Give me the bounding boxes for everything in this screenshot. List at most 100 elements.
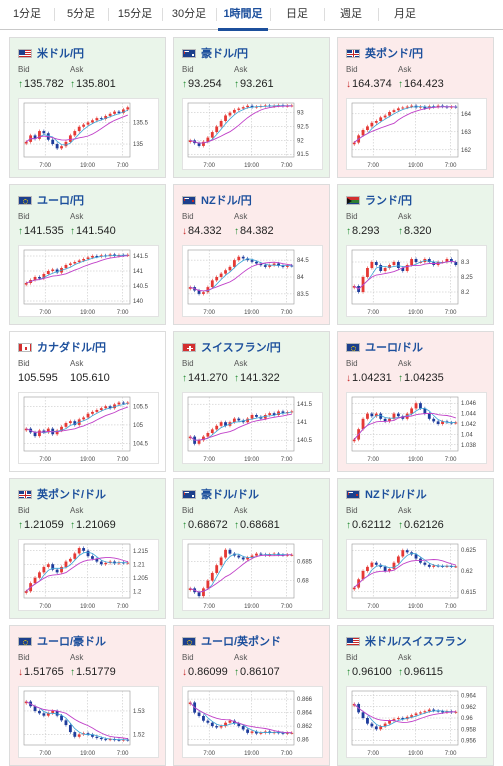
tab-timeframe-2[interactable]: 15分足 bbox=[108, 0, 162, 30]
bid-price: ↑0.68672 bbox=[182, 519, 228, 531]
candle-body bbox=[215, 126, 219, 133]
bid-value: 0.62112 bbox=[352, 519, 391, 531]
candle-body bbox=[95, 736, 99, 738]
pair-name-link[interactable]: 豪ドル/円 bbox=[201, 48, 249, 60]
pair-header: 米ドル/円 bbox=[18, 46, 84, 60]
pair-name-link[interactable]: ユーロ/円 bbox=[37, 195, 85, 207]
pair-name-link[interactable]: 米ドル/スイスフラン bbox=[365, 636, 467, 648]
mini-chart[interactable]: 0.964 0.962 0.96 0.958 0.956 7:00 19:00 7:00 bbox=[346, 686, 487, 758]
y-tick-label: 1.21 bbox=[133, 562, 145, 568]
tab-timeframe-3[interactable]: 30分足 bbox=[162, 0, 216, 30]
rate-card[interactable]: 英ポンド/ドル Bid Ask ↑1.21059 ↑1.21069 1.215 1.21 1.… bbox=[9, 478, 166, 619]
pair-name-link[interactable]: ユーロ/英ポンド bbox=[201, 636, 282, 648]
rate-card[interactable]: 豪ドル/ドル Bid Ask ↑0.68672 ↑0.68681 0.685 0.68 7:0… bbox=[173, 478, 330, 619]
x-tick-label: 7:00 bbox=[117, 604, 129, 610]
pair-name-link[interactable]: 豪ドル/ドル bbox=[201, 489, 260, 501]
y-tick-label: 163 bbox=[461, 130, 472, 136]
arrow-up-icon: ↑ bbox=[234, 226, 239, 237]
candle-body bbox=[215, 565, 219, 573]
candle-body bbox=[91, 120, 94, 123]
price-chart-svg: 93 92.5 92 91.5 7:00 19:00 7:00 bbox=[187, 102, 309, 169]
tab-timeframe-5[interactable]: 日足 bbox=[270, 0, 324, 30]
tab-timeframe-1[interactable]: 5分足 bbox=[54, 0, 108, 30]
pair-name-link[interactable]: 英ポンド/ドル bbox=[37, 489, 107, 501]
price-chart-svg: 0.685 0.68 7:00 19:00 7:00 bbox=[187, 543, 313, 610]
candle-body bbox=[64, 720, 68, 726]
pair-name-link[interactable]: スイスフラン/円 bbox=[201, 342, 281, 354]
rate-card[interactable]: NZドル/ドル Bid Ask ↑0.62112 ↑0.62126 0.625 0.62 0.… bbox=[337, 478, 494, 619]
candle-body bbox=[374, 562, 378, 565]
ask-label: Ask bbox=[398, 506, 412, 515]
candle-body bbox=[33, 432, 37, 437]
arrow-down-icon: ↓ bbox=[18, 667, 23, 678]
pair-name-link[interactable]: NZドル/ドル bbox=[365, 489, 427, 501]
mini-chart[interactable]: 141.5 141 140.5 140 7:00 19:00 7:00 bbox=[18, 245, 159, 317]
x-tick-label: 7:00 bbox=[281, 163, 293, 169]
mini-chart[interactable]: 0.685 0.68 7:00 19:00 7:00 bbox=[182, 539, 323, 611]
pair-name-link[interactable]: ユーロ/豪ドル bbox=[37, 636, 107, 648]
plot-frame bbox=[351, 102, 459, 158]
candle-body bbox=[108, 113, 112, 116]
candle-body bbox=[246, 105, 250, 108]
candle-body bbox=[374, 726, 378, 730]
tab-timeframe-6[interactable]: 週足 bbox=[324, 0, 378, 30]
y-tick-label: 84.5 bbox=[297, 258, 309, 264]
price-chart-svg: 141.5 141 140.5 140 7:00 19:00 7:00 bbox=[23, 249, 149, 316]
rate-card[interactable]: ユーロ/英ポンド Bid Ask ↓0.86099 ↑0.86107 0.866 0.864… bbox=[173, 625, 330, 766]
mini-chart[interactable]: 84.5 84 83.5 7:00 19:00 7:00 bbox=[182, 245, 323, 317]
mini-chart[interactable]: 1.046 1.044 1.042 1.04 1.038 7:00 19:00 7:00 bbox=[346, 392, 487, 464]
candle-body bbox=[82, 259, 86, 261]
mini-chart[interactable]: 0.625 0.62 0.615 7:00 19:00 7:00 bbox=[346, 539, 487, 611]
candle-body bbox=[366, 268, 369, 277]
rate-card[interactable]: 米ドル/円 Bid Ask ↑135.782 ↑135.801 135.5 135 7:00 1… bbox=[9, 37, 166, 178]
candle-body bbox=[91, 556, 94, 559]
mini-chart[interactable]: 0.866 0.864 0.862 0.86 7:00 19:00 7:00 bbox=[182, 686, 323, 758]
candle-body bbox=[361, 571, 365, 580]
rate-card[interactable]: 米ドル/スイスフラン Bid Ask ↑0.96100 ↑0.96115 0.964 0.9… bbox=[337, 625, 494, 766]
mini-chart[interactable]: 8.3 8.25 8.2 7:00 19:00 7:00 bbox=[346, 245, 487, 317]
mini-chart[interactable]: 141.5 141 140.5 7:00 19:00 7:00 bbox=[182, 392, 323, 464]
rate-card[interactable]: ユーロ/円 Bid Ask ↑141.535 ↑141.540 141.5 141 140.5… bbox=[9, 184, 166, 325]
mini-chart[interactable]: 135.5 135 7:00 19:00 7:00 bbox=[18, 98, 159, 170]
candle-body bbox=[352, 439, 356, 442]
candle-body bbox=[268, 413, 272, 415]
mini-chart[interactable]: 1.215 1.21 1.205 1.2 7:00 19:00 7:00 bbox=[18, 539, 159, 611]
rate-card[interactable]: NZドル/円 Bid Ask ↓84.332 ↑84.382 84.5 84 83.5 7:00… bbox=[173, 184, 330, 325]
rate-card[interactable]: ユーロ/豪ドル Bid Ask ↓1.51765 ↑1.51779 1.53 1.52 7:0… bbox=[9, 625, 166, 766]
mini-chart[interactable]: 105.5 105 104.5 7:00 19:00 7:00 bbox=[18, 392, 159, 464]
pair-name-link[interactable]: カナダドル/円 bbox=[37, 342, 107, 354]
ask-price: 105.610 bbox=[70, 372, 110, 384]
candle-body bbox=[95, 118, 99, 121]
rate-card[interactable]: 豪ドル/円 Bid Ask ↑93.254 ↑93.261 93 92.5 92 91.5 7:0… bbox=[173, 37, 330, 178]
rate-card[interactable]: ランド/円 Bid Ask ↑8.293 ↑8.320 8.3 8.25 8.2 7:00 19:… bbox=[337, 184, 494, 325]
pair-name-link[interactable]: 英ポンド/円 bbox=[365, 48, 424, 60]
candle-body bbox=[441, 421, 444, 424]
bid-price: 105.595 bbox=[18, 372, 58, 384]
rate-card[interactable]: 英ポンド/円 Bid Ask ↓164.374 ↑164.423 164 163 162 7:0… bbox=[337, 37, 494, 178]
candle-body bbox=[250, 731, 254, 733]
rate-card[interactable]: ユーロ/ドル Bid Ask ↓1.04231 ↑1.04235 1.046 1.044 1.… bbox=[337, 331, 494, 472]
candle-body bbox=[60, 566, 63, 573]
tab-timeframe-4[interactable]: 1時間足 bbox=[216, 0, 270, 31]
y-tick-label: 164 bbox=[461, 112, 472, 118]
au-flag-icon bbox=[182, 48, 196, 58]
mini-chart[interactable]: 164 163 162 7:00 19:00 7:00 bbox=[346, 98, 487, 170]
rate-card[interactable]: スイスフラン/円 Bid Ask ↑141.270 ↑141.322 141.5 141 14… bbox=[173, 331, 330, 472]
rate-card[interactable]: カナダドル/円 Bid Ask 105.595 105.610 105.5 105 104.5… bbox=[9, 331, 166, 472]
mini-chart[interactable]: 93 92.5 92 91.5 7:00 19:00 7:00 bbox=[182, 98, 323, 170]
pair-name-link[interactable]: ランド/円 bbox=[365, 195, 413, 207]
candle-body bbox=[210, 280, 214, 288]
bid-price: ↓0.86099 bbox=[182, 666, 228, 678]
candle-body bbox=[219, 726, 223, 728]
candle-body bbox=[77, 734, 81, 737]
candle-body bbox=[290, 411, 294, 413]
tab-timeframe-0[interactable]: 1分足 bbox=[12, 8, 42, 20]
mini-chart[interactable]: 1.53 1.52 7:00 19:00 7:00 bbox=[18, 686, 159, 758]
pair-name-link[interactable]: 米ドル/円 bbox=[37, 48, 85, 60]
candle-body bbox=[224, 422, 227, 426]
arrow-down-icon: ↓ bbox=[182, 667, 187, 678]
tab-timeframe-7[interactable]: 月足 bbox=[378, 0, 432, 30]
pair-name-link[interactable]: ユーロ/ドル bbox=[365, 342, 424, 354]
pair-name-link[interactable]: NZドル/円 bbox=[201, 195, 252, 207]
candle-body bbox=[210, 572, 214, 581]
